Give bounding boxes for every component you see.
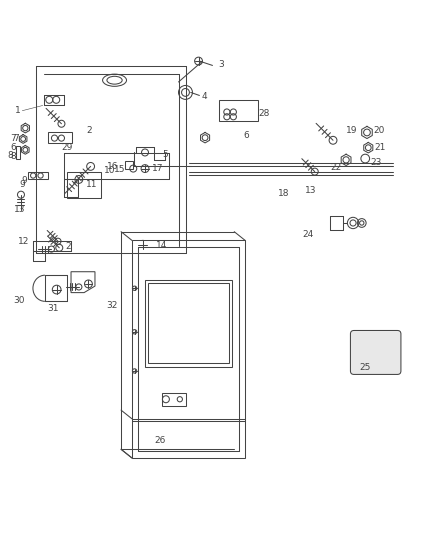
Text: 2: 2 [86, 126, 92, 135]
Text: 30: 30 [13, 296, 25, 305]
Text: 24: 24 [303, 230, 314, 239]
Bar [132, 240, 245, 458]
Text: 14: 14 [156, 241, 167, 250]
Bar [16, 147, 20, 158]
Text: 19: 19 [346, 126, 357, 135]
Text: 10: 10 [104, 166, 115, 175]
Bar [145, 279, 232, 367]
Text: 1: 1 [15, 106, 21, 115]
Bar [162, 393, 186, 406]
Text: 20: 20 [374, 126, 385, 135]
Bar [28, 172, 48, 180]
Text: 13: 13 [305, 186, 316, 195]
Bar [67, 173, 102, 198]
Text: 9: 9 [20, 180, 25, 189]
Text: 15: 15 [114, 165, 125, 174]
Bar [48, 133, 72, 143]
Text: 7: 7 [13, 134, 19, 143]
Text: 12: 12 [18, 237, 30, 246]
Bar [148, 283, 229, 363]
Text: 31: 31 [47, 304, 59, 313]
Text: 6: 6 [243, 131, 249, 140]
Text: 3: 3 [218, 60, 224, 69]
Text: 21: 21 [375, 143, 386, 152]
Text: 22: 22 [331, 163, 342, 172]
Text: 6: 6 [11, 143, 17, 152]
Text: 16: 16 [107, 162, 119, 171]
Text: 17: 17 [152, 164, 163, 173]
Text: 11: 11 [86, 180, 98, 189]
Bar [125, 161, 133, 169]
Text: 8: 8 [10, 152, 16, 161]
Bar [219, 100, 258, 120]
Bar [45, 275, 67, 301]
Text: 13: 13 [14, 205, 25, 214]
Text: 32: 32 [106, 301, 117, 310]
Text: 18: 18 [278, 189, 289, 198]
Text: 28: 28 [258, 109, 269, 118]
Text: 26: 26 [155, 436, 166, 445]
Text: 2: 2 [66, 242, 71, 251]
Text: 8: 8 [8, 151, 14, 160]
FancyBboxPatch shape [350, 330, 401, 375]
Text: 25: 25 [359, 363, 371, 372]
Text: 23: 23 [371, 158, 382, 166]
Text: 4: 4 [201, 92, 207, 101]
Text: 5: 5 [162, 150, 168, 159]
Text: 9: 9 [22, 176, 28, 185]
Text: 7: 7 [11, 134, 17, 143]
Text: 29: 29 [61, 143, 73, 152]
